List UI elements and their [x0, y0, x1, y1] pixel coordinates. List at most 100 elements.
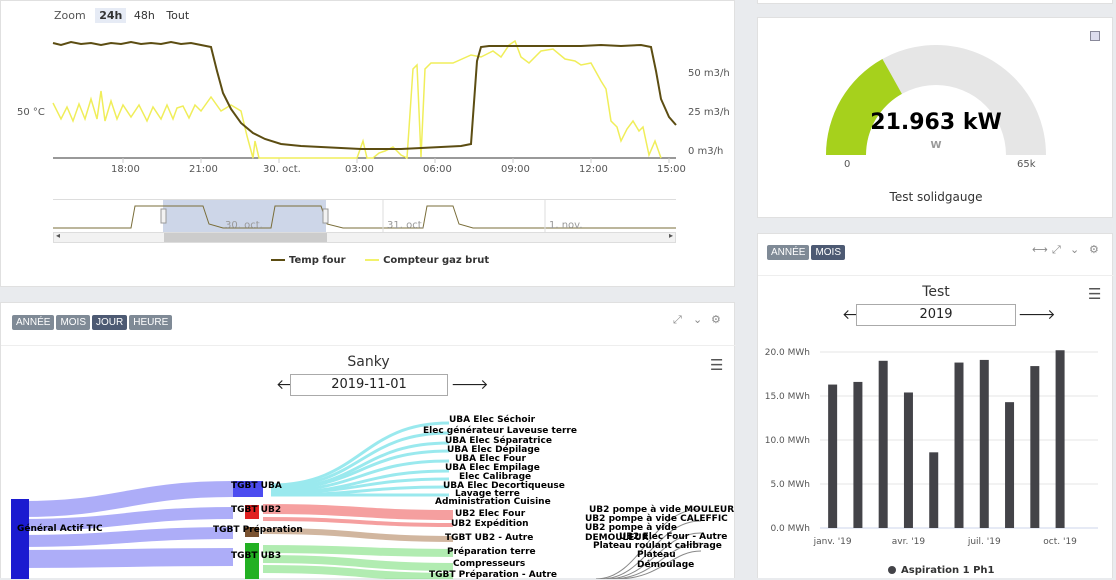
gear-icon[interactable]: ⚙ [711, 313, 721, 326]
x-tick: 12:00 [579, 164, 608, 175]
bar [979, 359, 989, 528]
y-right-tick: 50 m3/h [688, 68, 730, 79]
gear-icon[interactable]: ⚙ [1089, 243, 1099, 256]
next-date-arrow-icon[interactable]: 🡒 [451, 377, 489, 393]
sankey-target-label: UBA Elec Séparatrice [445, 436, 552, 446]
chevron-down-icon[interactable]: ⌄ [1070, 243, 1080, 256]
sankey-source-node [11, 499, 29, 579]
sankey-target-label: UB2 Elec Four [455, 509, 526, 519]
year-input[interactable]: 2019 [856, 304, 1016, 326]
solid-gauge [826, 45, 1046, 155]
y-tick-label: 20.0 MWh [765, 348, 810, 358]
zoom-48h-button[interactable]: 48h [133, 9, 155, 22]
sankey-source-label: Général Actif TIC [17, 524, 103, 534]
series-temp-line [52, 40, 677, 150]
sankey-right-label: UB2 pompe à vide DEMOULEUR [585, 523, 677, 543]
series-gas-line [52, 39, 662, 160]
zoom-all-button[interactable]: Tout [166, 9, 190, 22]
y-left-label: 50 °C [17, 107, 45, 118]
gauge-title: Test solidgauge [889, 190, 983, 204]
x-tick: 15:00 [657, 164, 686, 175]
sankey-diagram [11, 421, 702, 579]
x-tick: 09:00 [501, 164, 530, 175]
bar [828, 384, 838, 528]
sankey-right-label: UB2 pompe à vide CALEFFIC [585, 514, 728, 524]
next-year-arrow-icon[interactable]: 🡒 [1018, 307, 1056, 323]
sankey-node-label: TGBT UBA [231, 481, 282, 491]
sankey-node-label: TGBT UB3 [231, 551, 282, 561]
bar-legend[interactable]: Aspiration 1 Ph1 [888, 565, 994, 576]
gauge-unit: W [930, 140, 942, 151]
legend-dot-icon [888, 566, 896, 574]
sankey-target-label: Elec générateur Laveuse terre [423, 426, 577, 436]
export-icon[interactable] [1090, 31, 1100, 41]
expand-icon[interactable]: ⤢ [673, 313, 682, 326]
sankey-node-label: TGBT UB2 [231, 505, 282, 515]
bar [954, 362, 964, 528]
x-tick: 30. oct. [263, 164, 301, 175]
top-right-strip [757, 0, 1113, 4]
year-button[interactable]: ANNÉE [12, 315, 55, 330]
date-input[interactable]: 2019-11-01 [290, 374, 448, 396]
sankey-right-label: Plateau Démoulage [637, 550, 695, 570]
menu-icon[interactable]: ☰ [1088, 285, 1102, 303]
bar [1030, 366, 1040, 528]
year-button[interactable]: ANNÉE [767, 245, 810, 260]
sankey-target-label: UBA Elec Empilage [445, 463, 540, 473]
sankey-target-label: UBA Elec Séchoir [449, 415, 536, 425]
y-tick-label: 15.0 MWh [765, 392, 810, 402]
legend-item-gas[interactable]: Compteur gaz brut [365, 255, 489, 266]
scroll-left-arrow-icon[interactable]: ◂ [56, 231, 61, 240]
bar [878, 360, 888, 528]
sankey-target-label: UBA Elec Dépilage [447, 445, 540, 455]
month-button[interactable]: MOIS [811, 245, 846, 260]
y-tick-label: 10.0 MWh [765, 436, 810, 446]
period-buttons: ANNÉE MOIS [767, 245, 847, 260]
bar [1055, 350, 1065, 528]
bar [929, 452, 939, 528]
day-button[interactable]: JOUR [92, 315, 128, 330]
navigator-label: 31. oct. [387, 220, 425, 231]
period-buttons: ANNÉE MOIS JOUR HEURE [12, 315, 174, 330]
x-tick-label: avr. '19 [892, 537, 926, 547]
hour-button[interactable]: HEURE [129, 315, 173, 330]
sankey-target-label: Elec Calibrage [459, 472, 532, 482]
timeseries-plot [52, 39, 677, 163]
x-tick-label: juil. '19 [967, 537, 1001, 547]
x-tick: 21:00 [189, 164, 218, 175]
sankey-target-label: UB2 Expédition [451, 519, 529, 529]
x-tick: 06:00 [423, 164, 452, 175]
sankey-node-prep [245, 527, 259, 537]
menu-icon[interactable]: ☰ [710, 356, 724, 374]
scroll-right-arrow-icon[interactable]: ▸ [668, 231, 673, 240]
horizontal-resize-icon[interactable]: ⟷ [1032, 243, 1048, 256]
sankey-target-label: TGBT UB2 - Autre [445, 533, 534, 543]
y-right-tick: 25 m3/h [688, 107, 730, 118]
gauge-panel: 21.963 kW W 0 65k Test solidgauge [757, 17, 1113, 218]
bar-chart: 0.0 MWh 5.0 MWh 10.0 MWh 15.0 MWh 20.0 MWh ja… [765, 348, 1098, 547]
navigator-label: 1. nov. [549, 220, 583, 231]
legend-item-temp[interactable]: Temp four [271, 255, 346, 266]
navigator[interactable]: 30. oct. 31. oct. 1. nov. [53, 199, 676, 233]
scrollbar-thumb[interactable] [164, 233, 327, 242]
sankey-node-ub2 [245, 505, 259, 519]
sankey-right-label: UB2 Elec Four - Autre [619, 532, 728, 542]
expand-icon[interactable]: ⤢ [1052, 243, 1061, 256]
zoom-24h-button[interactable]: 24h [95, 8, 127, 23]
chevron-down-icon[interactable]: ⌄ [693, 313, 703, 326]
y-tick-label: 0.0 MWh [770, 524, 810, 534]
navigator-scrollbar[interactable]: ◂ ▸ [53, 231, 676, 243]
sankey-target-label: Compresseurs [453, 559, 526, 569]
gauge-max: 65k [1017, 159, 1036, 170]
x-tick-label: janv. '19 [813, 537, 852, 547]
gauge-value: 21.963 kW [870, 110, 1002, 135]
sankey-target-label: TGBT Préparation - Autre [429, 570, 558, 580]
gauge-min: 0 [844, 159, 851, 170]
month-button[interactable]: MOIS [56, 315, 91, 330]
sankey-labels: Général Actif TIC TGBT UBA TGBT UB2 TGBT… [1, 399, 736, 580]
legend: Temp four Compteur gaz brut [271, 255, 489, 266]
sankey-target-label: Lavage terre [455, 489, 520, 499]
bar [903, 392, 913, 528]
sankey-node-label: TGBT Préparation [213, 525, 303, 535]
